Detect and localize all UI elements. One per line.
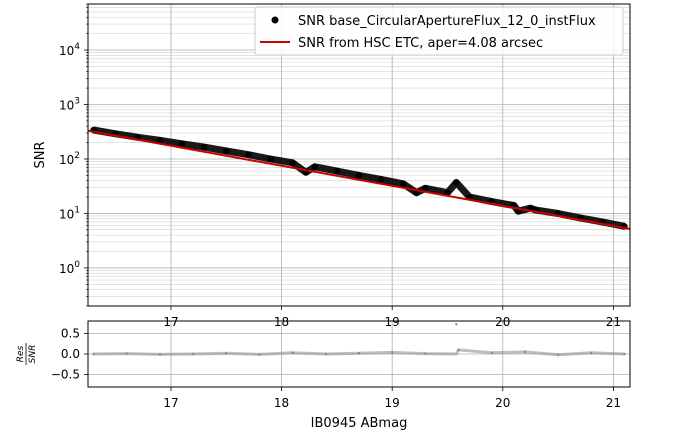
- residual-y-tick-labels: 0.5 0.0 −0.5: [51, 326, 80, 381]
- residual-y-tick-label: −0.5: [51, 368, 80, 382]
- residual-data-point: [457, 348, 460, 352]
- etc-snr-line: [87, 129, 631, 230]
- residual-x-tick-label: 21: [606, 396, 621, 410]
- residual-y-label-denominator: SNR: [28, 345, 38, 364]
- legend-marker-points: [271, 16, 279, 24]
- residual-data-point: [455, 323, 458, 326]
- residual-data-point: [191, 352, 195, 356]
- x-axis-label: IB0945 ABmag: [311, 416, 408, 431]
- main-data-series: [87, 126, 631, 230]
- residual-axes-frame: [87, 320, 631, 388]
- main-y-axis-label: SNR: [33, 141, 48, 168]
- residual-data-point: [125, 352, 128, 355]
- residual-data-point: [291, 351, 294, 354]
- residual-y-label-numerator: Res: [16, 345, 26, 362]
- residual-data-series: [92, 323, 626, 357]
- legend-label-points: SNR base_CircularApertureFlux_12_0_instF…: [298, 14, 596, 29]
- residual-data-point: [225, 351, 228, 355]
- residual-data-point: [158, 353, 162, 356]
- residual-data-point: [357, 351, 361, 355]
- legend-label-line: SNR from HSC ETC, aper=4.08 arcsec: [298, 36, 543, 51]
- residual-plot-panel: 17 18 19 20 21 0.5 0.0 −0.5 Res SNR IB0945 ABm…: [16, 320, 631, 431]
- residual-x-tick-label: 18: [274, 396, 289, 410]
- residual-data-point: [390, 351, 394, 354]
- residual-data-point: [523, 350, 527, 354]
- residual-data-point: [258, 353, 261, 356]
- residual-data-point: [623, 352, 626, 356]
- residual-y-tick-label: 0.0: [61, 347, 80, 361]
- snr-data-band: [92, 126, 626, 230]
- residual-data-point: [556, 353, 560, 357]
- residual-data-point: [590, 351, 593, 354]
- residual-x-tick-label: 20: [495, 396, 510, 410]
- residual-data-band: [93, 348, 625, 357]
- residual-x-tick-labels: 17 18 19 20 21: [163, 396, 621, 410]
- residual-data-point: [424, 352, 427, 355]
- residual-x-tick-label: 17: [163, 396, 178, 410]
- legend-box: [254, 6, 624, 56]
- residual-y-axis-label: Res SNR: [16, 343, 38, 365]
- residual-y-tick-label: 0.5: [61, 326, 80, 340]
- residual-data-point: [92, 352, 95, 356]
- main-axes-frame: [87, 3, 631, 307]
- legend: SNR base_CircularApertureFlux_12_0_instF…: [254, 6, 624, 56]
- residual-data-point: [324, 352, 328, 356]
- residual-x-tick-label: 19: [385, 396, 400, 410]
- residual-data-point: [490, 351, 493, 354]
